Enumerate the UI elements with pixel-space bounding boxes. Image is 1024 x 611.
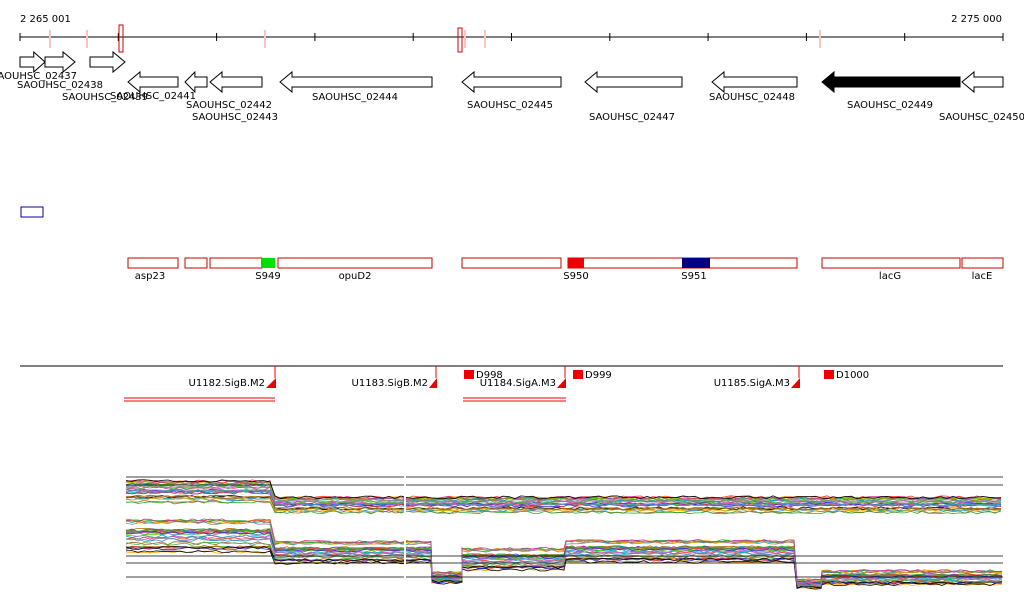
gene-arrow: [461, 70, 562, 94]
signal-triangle: [557, 378, 566, 388]
signal-triangle: [266, 378, 276, 388]
gene-arrow: [961, 70, 1004, 94]
expression-trace: [125, 521, 1003, 582]
gene-arrow: [19, 50, 46, 74]
gene-label: SAOUHSC_02444: [312, 92, 398, 103]
signal-label: D1000: [836, 370, 869, 381]
signal-label: D999: [585, 370, 612, 381]
signal-block: [464, 370, 474, 379]
feature-label: S949: [255, 271, 280, 282]
gene-label: SAOUHSC_02448: [709, 92, 795, 103]
feature-label: S950: [563, 271, 588, 282]
gene-label: SAOUHSC_02443: [192, 112, 278, 123]
gene-arrow: [711, 70, 798, 94]
expression-trace: [125, 495, 1002, 511]
feature-box: [127, 257, 179, 269]
gene-arrow: [127, 70, 179, 94]
gene-label: SAOUHSC_02449: [847, 100, 933, 111]
gene-arrow: [44, 50, 76, 74]
feature-label: asp23: [135, 271, 165, 282]
signal-label: U1185.SigA.M3: [714, 378, 790, 389]
signal-block: [573, 370, 583, 379]
gene-arrow: [184, 70, 208, 94]
marker-box: [20, 206, 44, 218]
expression-trace: [125, 489, 1002, 507]
expression-trace: [125, 481, 1002, 501]
expression-trace: [125, 530, 1003, 585]
expression-trace: [125, 494, 1002, 511]
ruler-box: [457, 27, 463, 53]
signal-triangle: [429, 378, 437, 388]
signal-label: D998: [476, 370, 503, 381]
feature-label: S951: [681, 271, 706, 282]
gene-label: SAOUHSC_02450: [939, 112, 1024, 123]
feature-block: [682, 258, 710, 268]
feature-label: opuD2: [339, 271, 372, 282]
expression-trace: [125, 500, 1002, 515]
signal-block: [824, 370, 834, 379]
expression-trace: [125, 534, 1003, 586]
ruler-box: [118, 24, 124, 53]
signal-triangle: [791, 378, 800, 388]
feature-box: [184, 257, 208, 269]
gene-arrow: [209, 70, 263, 94]
gene-label: SAOUHSC_02445: [467, 100, 553, 111]
expression-trace: [125, 518, 1003, 582]
expression-trace: [125, 479, 1001, 500]
feature-box: [209, 257, 263, 269]
expression-trace: [125, 485, 1002, 504]
gene-arrow: [89, 50, 126, 74]
expression-trace: [125, 528, 1003, 585]
gene-label: SAOUHSC_02439: [62, 92, 148, 103]
gene-label: SAOUHSC_02438: [17, 80, 103, 91]
expression-trace: [125, 541, 1003, 588]
feature-box: [461, 257, 562, 269]
feature-block: [261, 258, 275, 268]
gene-label: SAOUHSC_02442: [186, 100, 272, 111]
expression-trace: [125, 497, 1002, 512]
feature-box: [961, 257, 1004, 269]
gene-arrow: [584, 70, 683, 94]
ruler-end: 2 275 000: [951, 14, 1002, 25]
gene-label: SAOUHSC_02437: [0, 71, 77, 82]
feature-label: lacE: [972, 271, 993, 282]
signal-label: U1182.SigB.M2: [189, 378, 265, 389]
gene-arrow: [279, 70, 433, 94]
ruler-start: 2 265 001: [20, 14, 71, 25]
gene-arrow: [821, 70, 961, 94]
gene-label: SAOUHSC_02441: [110, 91, 196, 102]
feature-block: [568, 258, 584, 268]
signal-label: U1183.SigB.M2: [352, 378, 428, 389]
feature-box: [821, 257, 961, 269]
signal-label: U1184.SigA.M3: [480, 378, 556, 389]
feature-box: [277, 257, 433, 269]
gene-label: SAOUHSC_02447: [589, 112, 675, 123]
expression-trace: [125, 546, 1002, 589]
feature-label: lacG: [879, 271, 901, 282]
